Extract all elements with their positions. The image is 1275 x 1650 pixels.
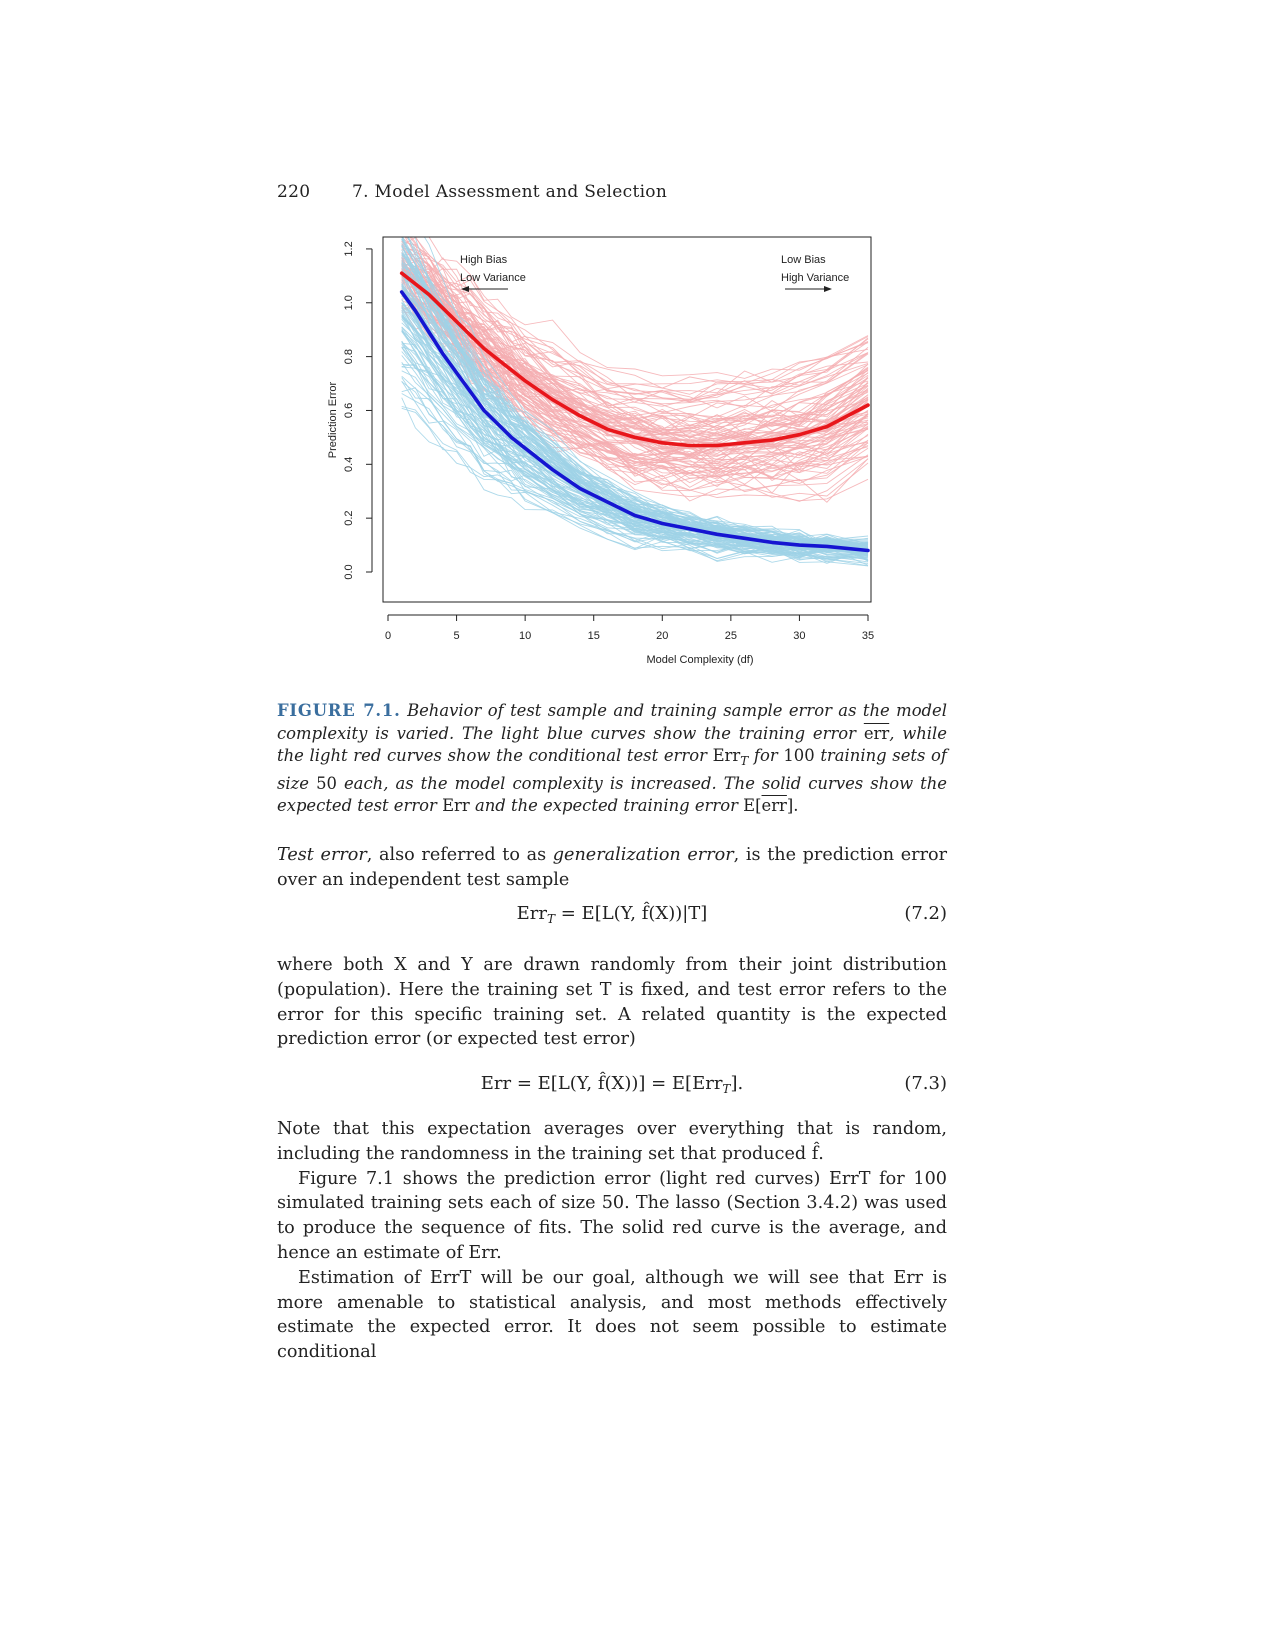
y-tick-label: 0.8 xyxy=(343,349,355,364)
plot-frame xyxy=(382,236,872,603)
train-thin-curve xyxy=(401,361,869,562)
paragraph-expectation: Note that this expectation averages over… xyxy=(277,1119,947,1363)
x-tick-label: 30 xyxy=(793,630,805,642)
train-thin-curve xyxy=(401,314,869,552)
x-tick-label: 10 xyxy=(519,630,531,642)
equation-number: (7.3) xyxy=(904,1073,947,1094)
chapter-title: 7. Model Assessment and Selection xyxy=(352,182,668,202)
mean-curves xyxy=(399,271,870,553)
annotation-high-bias: High Bias xyxy=(460,254,508,266)
train-thin-curve xyxy=(401,397,869,564)
test-thin-curve xyxy=(415,237,869,389)
paragraph-test-error: Test error, also referred to as generali… xyxy=(277,845,947,890)
expected-training-error-curve xyxy=(399,290,870,553)
train-thin-curve xyxy=(423,237,869,551)
y-tick-label: 1.2 xyxy=(343,241,355,256)
test-thin-curve xyxy=(405,237,869,403)
equation-7-3: Err = E[L(Y, f̂(X))] = E[ErrT]. (7.3) xyxy=(480,1073,947,1096)
page-number: 220 xyxy=(277,182,311,202)
annotation-low-bias: Low Bias xyxy=(781,254,826,266)
train-thin-curve xyxy=(401,246,869,550)
annotation-low-variance: Low Variance xyxy=(460,272,526,284)
running-header: 220 7. Model Assessment and Selection xyxy=(277,182,667,202)
x-tick-label: 20 xyxy=(656,630,668,642)
equation-number: (7.2) xyxy=(904,903,947,924)
train-thin-curve xyxy=(401,301,869,552)
test-thin-curve xyxy=(401,241,869,418)
equation-7-2: ErrT = E[L(Y, f̂(X))|T] (7.2) xyxy=(516,903,947,926)
y-tick-label: 1.0 xyxy=(343,295,355,310)
test-thin-curve xyxy=(401,261,869,435)
x-tick-label: 5 xyxy=(454,630,460,642)
train-thin-curve xyxy=(401,387,869,560)
test-thin-curve xyxy=(401,237,869,400)
train-thin-curve xyxy=(401,346,869,554)
test-thin-curve xyxy=(401,263,869,407)
y-axis: 0.0 0.2 0.4 0.6 0.8 1.0 1.2 xyxy=(343,241,373,580)
test-thin-curve xyxy=(401,247,869,403)
x-tick-label: 0 xyxy=(385,630,391,642)
test-thin-curve xyxy=(401,284,869,479)
test-thin-curve xyxy=(401,268,869,426)
expected-test-error-curve xyxy=(399,271,870,448)
x-axis-label: Model Complexity (df) xyxy=(647,654,754,666)
left-arrow xyxy=(461,286,508,292)
train-thin-curve xyxy=(401,284,869,552)
figure-caption: FIGURE 7.1. Behavior of test sample and … xyxy=(277,701,948,815)
x-tick-label: 35 xyxy=(862,630,874,642)
right-arrow xyxy=(785,286,832,292)
figure-label: FIGURE 7.1. xyxy=(277,701,401,720)
y-tick-label: 0.4 xyxy=(343,457,355,472)
train-thin-curve xyxy=(401,363,869,557)
test-thin-curve xyxy=(401,255,869,419)
train-thin-curve xyxy=(401,328,869,556)
y-axis-label: Prediction Error xyxy=(327,381,339,458)
x-axis: 0 5 10 15 20 25 30 35 xyxy=(385,614,874,642)
y-tick-label: 0.0 xyxy=(343,564,355,579)
prediction-error-chart: 0 5 10 15 20 25 30 35 0.0 0.2 0.4 0.6 0.8 1.0 1.2 Mod… xyxy=(327,236,874,666)
test-thin-curve xyxy=(401,259,869,427)
test-thin-curve xyxy=(401,275,869,476)
train-thin-curve xyxy=(401,238,869,556)
paragraph-where: where both X and Y are drawn randomly fr… xyxy=(277,955,947,1050)
x-tick-label: 15 xyxy=(588,630,600,642)
x-tick-label: 25 xyxy=(725,630,737,642)
annotation-high-variance: High Variance xyxy=(781,272,849,284)
y-tick-label: 0.6 xyxy=(343,403,355,418)
test-thin-curve xyxy=(427,237,869,379)
y-tick-label: 0.2 xyxy=(343,511,355,526)
